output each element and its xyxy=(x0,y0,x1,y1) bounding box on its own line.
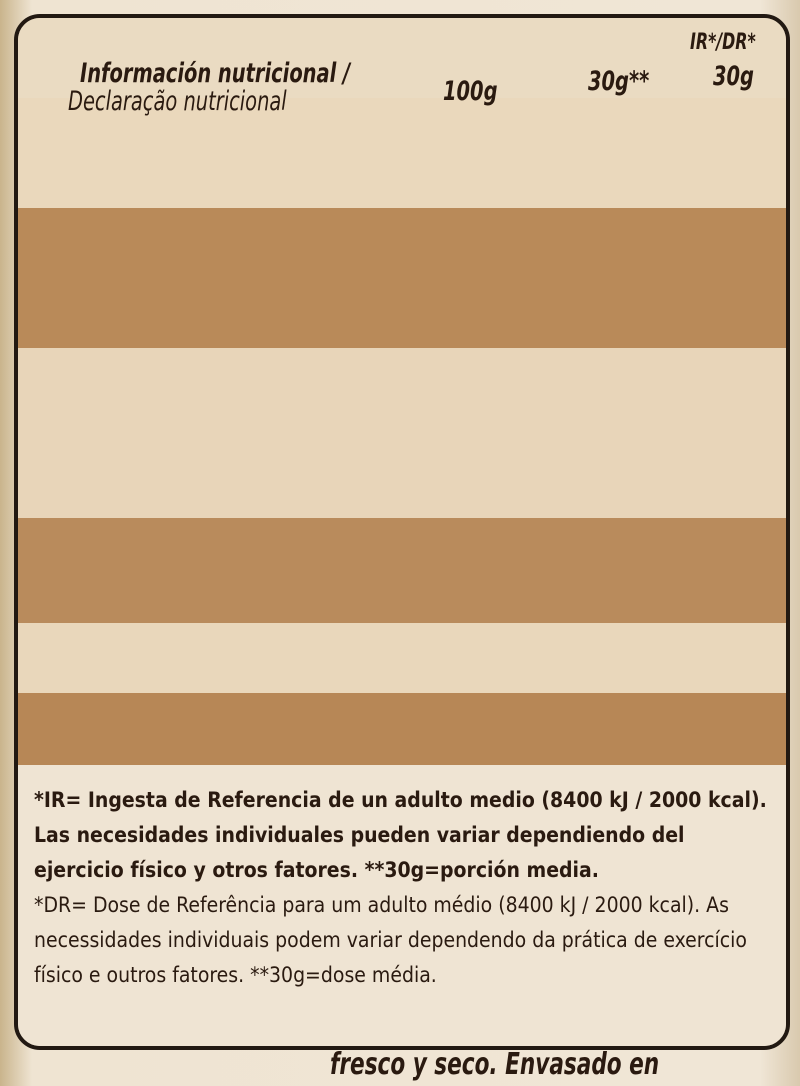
partial-text: fresco y seco. Envasado en xyxy=(330,1047,660,1082)
row-band xyxy=(18,518,786,623)
row-band xyxy=(18,98,786,208)
title-es: Información nutricional / xyxy=(80,58,351,89)
row-band xyxy=(18,623,786,693)
row-band xyxy=(18,208,786,348)
col-header: 100g xyxy=(443,76,498,107)
col-header: 30g xyxy=(713,61,754,92)
title-pt: Declaração nutricional xyxy=(68,86,287,117)
footnote-es: *IR= Ingesta de Referencia de un adulto … xyxy=(34,788,767,882)
row-band xyxy=(18,693,786,765)
row-band xyxy=(18,348,786,518)
nutrition-table: 11%0,6 g2,1 gSal / Sal8,4 g28,0 gProteín… xyxy=(14,14,790,1050)
row-band xyxy=(18,18,786,98)
footnote-pt: *DR= Dose de Referência para um adulto m… xyxy=(34,893,747,987)
col-header: IR*/DR* xyxy=(690,30,756,55)
row-band xyxy=(18,765,786,1046)
col-header: 30g** xyxy=(588,66,650,97)
